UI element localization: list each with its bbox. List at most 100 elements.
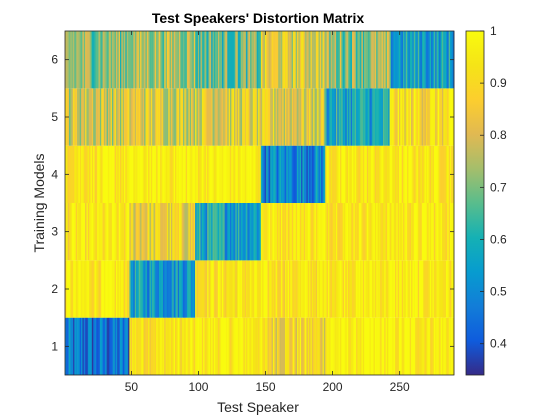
heatmap-cell: [429, 31, 432, 89]
heatmap-cell: [380, 317, 382, 375]
heatmap-cell: [169, 88, 172, 146]
heatmap-cell: [220, 145, 223, 203]
heatmap-cell: [195, 203, 197, 261]
heatmap-cell: [219, 31, 221, 89]
heatmap-cell: [142, 260, 145, 318]
heatmap-cell: [339, 260, 342, 318]
heatmap-cell: [287, 317, 290, 375]
heatmap-cell: [348, 203, 350, 261]
heatmap-cell: [287, 260, 290, 318]
heatmap-cell: [83, 88, 86, 146]
heatmap-cell: [156, 31, 158, 89]
heatmap-cell: [115, 203, 118, 261]
heatmap-cell: [428, 88, 431, 146]
heatmap-cell: [263, 203, 266, 261]
heatmap-cell: [209, 317, 212, 375]
heatmap-cell: [246, 31, 248, 89]
heatmap-cell: [348, 145, 350, 203]
heatmap-cell: [75, 88, 78, 146]
heatmap-cell: [445, 145, 448, 203]
heatmap-cell: [91, 317, 94, 375]
heatmap-cell: [247, 145, 250, 203]
heatmap-cell: [193, 88, 196, 146]
colorbar-tick-label: 0.7: [490, 180, 507, 194]
heatmap-cell: [444, 203, 447, 261]
heatmap-cell: [358, 88, 361, 146]
heatmap-cell: [75, 260, 78, 318]
heatmap-cell: [321, 317, 323, 375]
heatmap-cell: [392, 145, 394, 203]
heatmap-cell: [251, 203, 254, 261]
heatmap-cell: [107, 88, 110, 146]
heatmap-cell: [234, 260, 236, 318]
heatmap-cell: [361, 260, 364, 318]
heatmap-cell: [87, 203, 90, 261]
heatmap-cell: [317, 203, 319, 261]
heatmap-cell: [103, 203, 106, 261]
heatmap-cell: [196, 31, 199, 89]
heatmap-cell: [199, 260, 201, 318]
heatmap-cell: [192, 31, 195, 89]
heatmap-cell: [252, 145, 255, 203]
heatmap-cell: [122, 260, 125, 318]
heatmap-cell: [150, 145, 153, 203]
heatmap-cell: [193, 145, 196, 203]
heatmap-cell: [150, 88, 153, 146]
heatmap-cell: [89, 317, 91, 375]
heatmap-cell: [346, 203, 349, 261]
heatmap-cell: [368, 88, 370, 146]
heatmap-cell: [429, 317, 432, 375]
heatmap-cell: [133, 145, 136, 203]
heatmap-cell: [433, 203, 436, 261]
heatmap-cell: [113, 260, 115, 318]
heatmap-cell: [144, 317, 146, 375]
heatmap-cell: [184, 203, 187, 261]
heatmap-cell: [297, 145, 299, 203]
heatmap-cell: [74, 260, 77, 318]
heatmap-cell: [322, 31, 325, 89]
heatmap-cell: [329, 260, 331, 318]
heatmap-cell: [234, 31, 236, 89]
heatmap-cell: [279, 31, 282, 89]
heatmap-cell: [424, 317, 427, 375]
heatmap-cell: [258, 260, 260, 318]
heatmap-cell: [396, 260, 399, 318]
heatmap-cells: [65, 31, 455, 375]
heatmap-cell: [423, 317, 425, 375]
heatmap-cell: [441, 260, 444, 318]
heatmap-cell: [344, 145, 346, 203]
heatmap-cell: [338, 317, 341, 375]
heatmap-cell: [124, 317, 126, 375]
heatmap-cell: [421, 145, 424, 203]
heatmap-cell: [419, 260, 421, 318]
heatmap-cell: [354, 145, 357, 203]
heatmap-cell: [225, 88, 228, 146]
heatmap-cell: [156, 203, 158, 261]
heatmap-cell: [443, 260, 445, 318]
heatmap-cell: [301, 31, 303, 89]
heatmap-cell: [275, 31, 278, 89]
heatmap-cell: [73, 203, 75, 261]
heatmap-cell: [152, 31, 154, 89]
heatmap-cell: [212, 260, 215, 318]
heatmap-cell: [172, 203, 175, 261]
heatmap-cell: [376, 260, 378, 318]
heatmap-cell: [306, 203, 309, 261]
heatmap-cell: [212, 88, 215, 146]
heatmap-cell: [103, 88, 106, 146]
heatmap-cell: [274, 145, 276, 203]
x-tick-label: 150: [256, 380, 276, 394]
heatmap-cell: [238, 203, 240, 261]
heatmap-cell: [409, 31, 412, 89]
heatmap-cell: [366, 203, 369, 261]
heatmap-cell: [153, 317, 156, 375]
heatmap-cell: [329, 317, 331, 375]
heatmap-cell: [195, 145, 197, 203]
heatmap-cell: [440, 203, 443, 261]
heatmap-cell: [98, 260, 101, 318]
heatmap-cell: [334, 203, 337, 261]
heatmap-cell: [215, 203, 217, 261]
heatmap-cell: [170, 31, 173, 89]
heatmap-cell: [231, 88, 234, 146]
heatmap-cell: [415, 88, 417, 146]
